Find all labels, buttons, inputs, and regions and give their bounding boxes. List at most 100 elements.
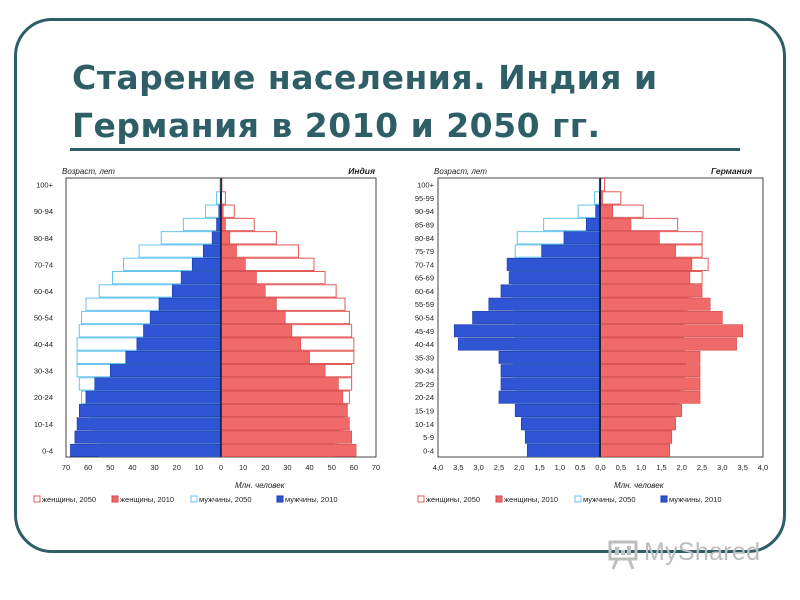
- age-tick-label: 60-64: [415, 287, 434, 296]
- bar-female-2010: [600, 204, 613, 218]
- bar-female-2010: [220, 337, 302, 351]
- legend-label: женщины, 2050: [42, 495, 96, 504]
- bar-female-2010: [600, 430, 672, 444]
- legend-swatch: [574, 495, 582, 503]
- age-tick-label: 80-84: [34, 234, 53, 243]
- legend-label: женщины, 2010: [120, 495, 174, 504]
- x-tick-label: 20: [173, 463, 181, 472]
- bar-female-2010: [220, 430, 352, 444]
- bar-female-2010: [600, 443, 670, 457]
- bar-female-2010: [600, 231, 660, 245]
- bar-female-2010: [600, 390, 701, 404]
- bar-female-2010: [220, 417, 350, 431]
- bar-female-2010: [600, 337, 737, 351]
- x-axis-title: Млн. человек: [235, 481, 286, 490]
- age-tick-label: 75-79: [415, 247, 434, 256]
- bar-male-2010: [541, 244, 601, 258]
- age-tick-label: 0-4: [423, 446, 434, 455]
- bar-female-2010: [220, 244, 237, 258]
- bar-male-2010: [527, 443, 601, 457]
- age-tick-label: 100+: [417, 181, 435, 190]
- bar-male-2010: [158, 297, 222, 311]
- age-tick-label: 95-99: [415, 194, 434, 203]
- legend-swatch: [417, 495, 425, 503]
- bar-female-2010: [600, 244, 676, 258]
- bar-male-2010: [500, 364, 601, 378]
- bar-male-2010: [191, 257, 222, 271]
- bar-female-2010: [600, 297, 711, 311]
- bar-male-2010: [500, 284, 601, 298]
- x-tick-label: 2,5: [697, 463, 707, 472]
- bar-female-2010: [600, 218, 632, 231]
- bar-male-2010: [472, 311, 601, 324]
- age-tick-label: 65-69: [415, 274, 434, 283]
- slide-title: Старение населения. Индия и Германия в 2…: [72, 58, 658, 145]
- bar-female-2050: [600, 191, 622, 205]
- age-tick-label: 55-59: [415, 300, 434, 309]
- age-tick-label: 100+: [36, 181, 54, 190]
- country-label: Индия: [348, 166, 375, 176]
- bar-male-2010: [498, 390, 601, 404]
- age-tick-label: 45-49: [415, 327, 434, 336]
- x-tick-label: 10: [239, 463, 247, 472]
- x-tick-label: 1,5: [534, 463, 544, 472]
- bar-female-2010: [220, 218, 226, 231]
- bar-female-2010: [600, 257, 693, 271]
- x-tick-label: 70: [372, 463, 380, 472]
- x-tick-label: 70: [62, 463, 70, 472]
- legend-swatch: [190, 495, 198, 503]
- age-tick-label: 60-64: [34, 287, 53, 296]
- bar-female-2010: [220, 364, 326, 378]
- legend-label: женщины, 2050: [426, 495, 480, 504]
- age-tick-label: 90-94: [34, 207, 53, 216]
- x-tick-label: 0: [219, 463, 223, 472]
- bar-male-2010: [76, 417, 222, 431]
- x-tick-label: 60: [84, 463, 92, 472]
- age-tick-label: 10-14: [34, 420, 53, 429]
- bar-female-2010: [220, 284, 266, 298]
- x-tick-label: 50: [106, 463, 114, 472]
- title-underline: [70, 148, 740, 151]
- bar-male-2010: [506, 257, 601, 271]
- bar-male-2010: [498, 350, 601, 364]
- bar-female-2010: [600, 324, 743, 338]
- bar-female-2010: [600, 404, 683, 417]
- x-tick-label: 3,0: [717, 463, 727, 472]
- x-tick-label: 1,5: [656, 463, 666, 472]
- age-tick-label: 85-89: [415, 221, 434, 230]
- age-tick-label: 40-44: [34, 340, 53, 349]
- pyramid-chart-1: 0-4 10-14 20-24 30-34 40-44 50-54 60-64 70-74 80…: [33, 166, 380, 504]
- legend-label: женщины, 2010: [504, 495, 558, 504]
- age-tick-label: 30-34: [415, 367, 434, 376]
- age-tick-label: 50-54: [415, 314, 434, 323]
- x-tick-label: 2,0: [677, 463, 687, 472]
- x-tick-label: 40: [305, 463, 313, 472]
- age-tick-label: 80-84: [415, 234, 434, 243]
- bar-male-2010: [85, 390, 222, 404]
- age-tick-label: 30-34: [34, 367, 53, 376]
- x-tick-label: 1,0: [555, 463, 565, 472]
- age-tick-label: 25-29: [415, 380, 434, 389]
- x-tick-label: 2,0: [514, 463, 524, 472]
- bar-male-2010: [520, 417, 601, 431]
- bar-male-2010: [125, 350, 222, 364]
- x-tick-label: 1,0: [636, 463, 646, 472]
- bar-male-2010: [514, 404, 601, 417]
- legend-swatch: [111, 495, 119, 503]
- x-tick-label: 3,5: [737, 463, 747, 472]
- bar-male-2010: [78, 404, 222, 417]
- bar-female-2010: [220, 350, 310, 364]
- bar-male-2010: [94, 377, 222, 391]
- x-tick-label: 20: [261, 463, 269, 472]
- bar-male-2010: [109, 364, 222, 378]
- x-tick-label: 3,0: [473, 463, 483, 472]
- bar-female-2010: [220, 377, 339, 391]
- bar-female-2010: [220, 324, 293, 338]
- bar-female-2010: [600, 284, 703, 298]
- bar-male-2010: [180, 271, 222, 285]
- age-tick-label: 70-74: [34, 260, 53, 269]
- legend-swatch: [660, 495, 668, 503]
- bar-male-2010: [143, 324, 222, 338]
- watermark-text: MyShared: [644, 538, 761, 566]
